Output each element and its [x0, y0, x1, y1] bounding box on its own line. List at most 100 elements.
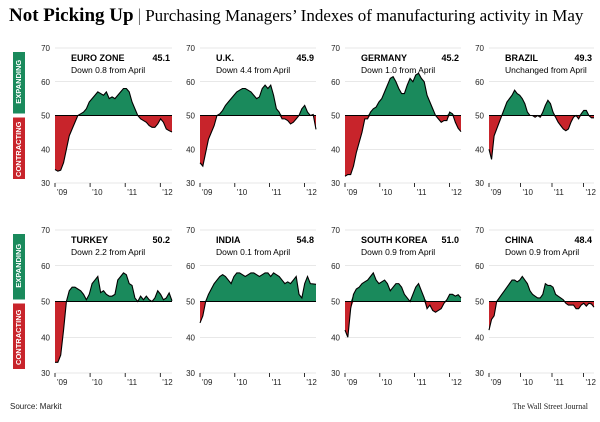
- contraction-area: [55, 301, 172, 363]
- y-tick-label: 60: [41, 78, 50, 87]
- x-tick-label: '09: [491, 378, 502, 387]
- x-tick-label: '10: [92, 378, 103, 387]
- latest-value: 48.4: [574, 235, 592, 245]
- y-tick-label: 60: [41, 262, 50, 271]
- series-line: [199, 272, 317, 324]
- x-tick-label: '11: [127, 188, 137, 197]
- y-tick-label: 30: [475, 369, 484, 378]
- y-tick-label: 50: [475, 112, 484, 121]
- y-tick-label: 70: [186, 226, 195, 235]
- series-line: [199, 83, 317, 168]
- x-tick-label: '10: [92, 188, 103, 197]
- country-name: U.K.: [216, 53, 234, 63]
- x-tick-label: '12: [586, 188, 597, 197]
- contraction-area: [200, 301, 316, 323]
- x-tick-label: '12: [586, 378, 597, 387]
- y-tick-label: 40: [186, 333, 195, 342]
- latest-value: 49.3: [574, 53, 592, 63]
- latest-value: 51.0: [441, 235, 459, 245]
- x-tick-label: '12: [451, 188, 462, 197]
- country-name: SOUTH KOREA: [361, 235, 428, 245]
- y-tick-label: 60: [186, 78, 195, 87]
- country-name: CHINA: [505, 235, 534, 245]
- y-tick-label: 30: [41, 179, 50, 188]
- latest-value: 50.2: [152, 235, 170, 245]
- contracting-label: CONTRACTING: [14, 121, 23, 177]
- latest-value: 45.1: [152, 53, 170, 63]
- series-line: [344, 271, 462, 338]
- y-tick-label: 50: [331, 298, 340, 307]
- chart-title: Not Picking Up | Purchasing Managers’ Inde…: [9, 5, 594, 31]
- y-tick-label: 70: [41, 44, 50, 53]
- x-tick-label: '09: [57, 378, 68, 387]
- expansion-area: [489, 90, 594, 116]
- country-name: GERMANY: [361, 53, 407, 63]
- expanding-band: [13, 52, 25, 114]
- latest-value: 54.8: [296, 235, 314, 245]
- x-tick-label: '09: [491, 188, 502, 197]
- y-tick-label: 50: [41, 112, 50, 121]
- expanding-label: EXPANDING: [14, 60, 23, 104]
- x-tick-label: '11: [417, 188, 427, 197]
- y-tick-label: 40: [41, 333, 50, 342]
- country-name: INDIA: [216, 235, 241, 245]
- y-tick-label: 50: [186, 298, 195, 307]
- country-name: BRAZIL: [505, 53, 538, 63]
- latest-value: 45.2: [441, 53, 459, 63]
- x-tick-label: '10: [382, 188, 393, 197]
- series-line: [488, 89, 594, 160]
- y-tick-label: 40: [331, 333, 340, 342]
- series-line: [55, 272, 173, 363]
- y-tick-label: 40: [41, 145, 50, 154]
- panel-brazil: 30 40 50 60 70 '09 '10 '11 '12 BRAZIL 49.3 Unchange…: [475, 44, 596, 197]
- panel-u-k-: 30 40 50 60 70 '09 '10 '11 '12 U.K. 45.9 Down 4.4 f…: [186, 44, 317, 197]
- y-tick-label: 30: [186, 179, 195, 188]
- x-tick-label: '09: [57, 188, 68, 197]
- contraction-area: [489, 301, 594, 331]
- y-tick-label: 70: [41, 226, 50, 235]
- y-tick-label: 60: [331, 78, 340, 87]
- title-subtitle: Purchasing Managers’ Indexes of manufact…: [145, 6, 584, 25]
- change-note: Down 0.8 from April: [71, 65, 145, 75]
- y-tick-label: 40: [475, 333, 484, 342]
- contraction-area: [345, 115, 461, 177]
- change-note: Down 1.0 from April: [361, 65, 435, 75]
- contraction-area: [55, 115, 172, 172]
- change-note: Down 0.1 from April: [216, 247, 290, 257]
- expanding-label: EXPANDING: [14, 244, 23, 288]
- y-tick-label: 60: [475, 262, 484, 271]
- title-separator: |: [137, 5, 142, 25]
- x-tick-label: '10: [523, 378, 534, 387]
- expanding-band: [13, 234, 25, 300]
- contracting-label: CONTRACTING: [14, 309, 23, 365]
- y-tick-label: 50: [186, 112, 195, 121]
- y-tick-label: 60: [331, 262, 340, 271]
- contracting-band: [13, 303, 25, 369]
- x-tick-label: '10: [523, 188, 534, 197]
- x-tick-label: '11: [554, 188, 564, 197]
- y-tick-label: 30: [475, 179, 484, 188]
- x-tick-label: '12: [451, 378, 462, 387]
- y-tick-label: 70: [475, 44, 484, 53]
- expansion-area: [55, 88, 172, 116]
- y-tick-label: 30: [331, 179, 340, 188]
- x-tick-label: '09: [347, 378, 358, 387]
- series-line: [54, 87, 173, 172]
- x-tick-label: '12: [162, 188, 173, 197]
- change-note: Down 0.9 from April: [505, 247, 579, 257]
- expansion-area: [200, 85, 316, 116]
- expansion-area: [345, 73, 461, 116]
- contraction-area: [345, 301, 461, 338]
- x-tick-label: '11: [272, 188, 282, 197]
- panel-china: 30 40 50 60 70 '09 '10 '11 '12 CHINA 48.4 Down 0.9 …: [475, 226, 596, 387]
- publisher-credit: The Wall Street Journal: [512, 402, 588, 411]
- panel-turkey: 30 40 50 60 70 '09 '10 '11 '12 TURKEY 50.2 Down 2.2…: [41, 226, 173, 387]
- y-tick-label: 40: [331, 145, 340, 154]
- x-tick-label: '11: [554, 378, 564, 387]
- y-tick-label: 60: [475, 78, 484, 87]
- x-tick-label: '10: [237, 188, 248, 197]
- x-tick-label: '10: [237, 378, 248, 387]
- contracting-band: [13, 117, 25, 179]
- y-tick-label: 40: [186, 145, 195, 154]
